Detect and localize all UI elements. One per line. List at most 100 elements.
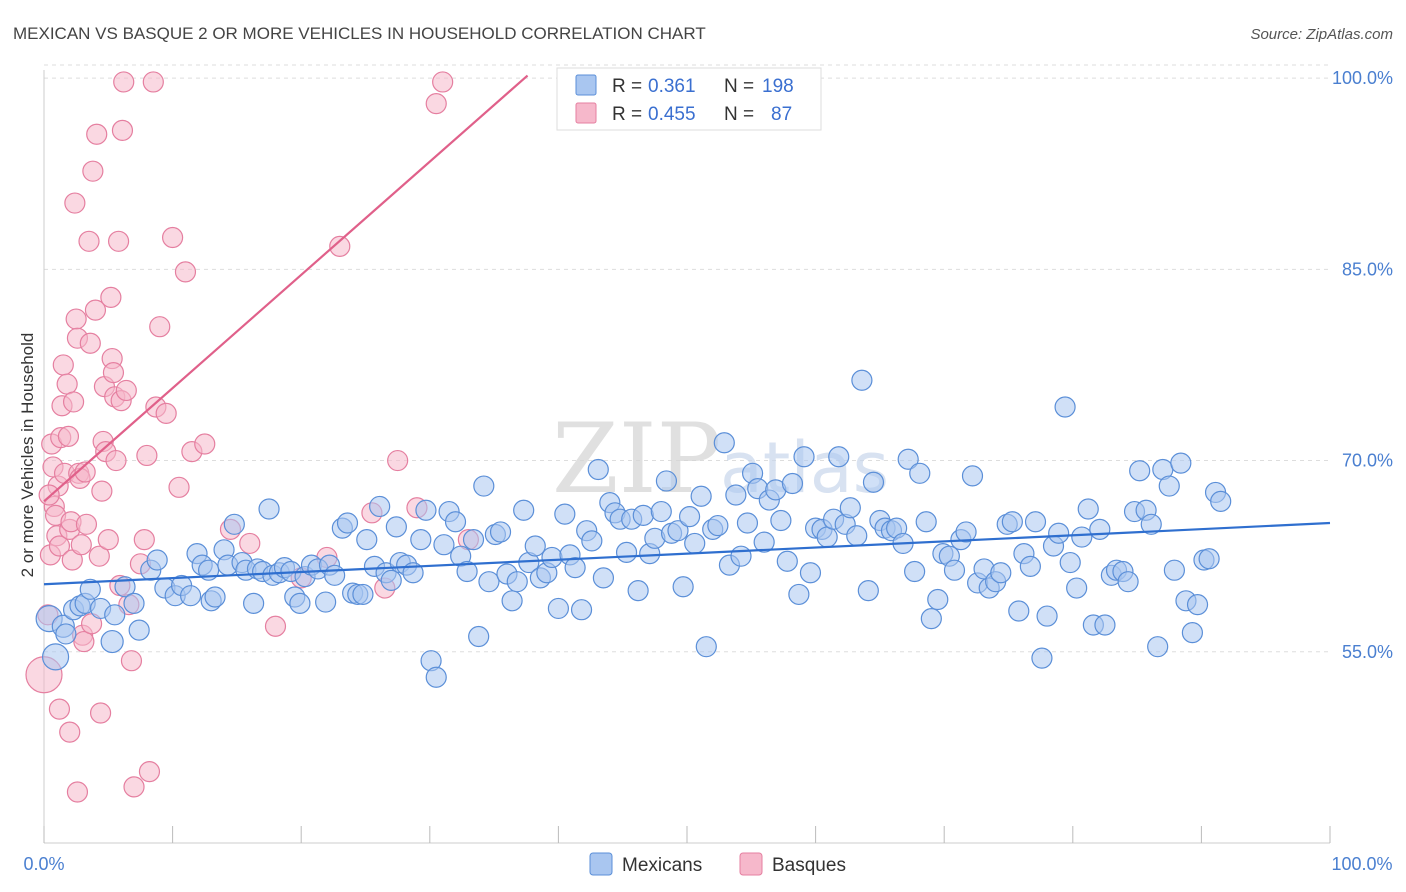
mexicans-point-156 — [961, 465, 984, 487]
mexicans-point-90 — [581, 530, 603, 552]
y-tick-label-3: 100.0% — [1332, 68, 1393, 88]
series-legend-basques-label: Basques — [772, 855, 846, 876]
basques-point-64 — [155, 402, 177, 424]
basques-point-29 — [75, 513, 98, 535]
legend-basques-swatch — [575, 102, 597, 124]
mexicans-point-33 — [258, 498, 280, 520]
legend-basques-n-value: 87 — [771, 104, 792, 125]
mexicans-point-131 — [816, 526, 838, 548]
basques-point-56 — [123, 776, 145, 798]
y-tick-label-0: 55.0% — [1342, 642, 1393, 662]
mexicans-point-102 — [650, 500, 672, 523]
mexicans-point-128 — [799, 562, 822, 584]
series-legend-mexicans-swatch — [589, 852, 613, 876]
mexicans-point-77 — [506, 571, 528, 593]
legend-mexicans-n-value: 198 — [762, 76, 794, 97]
basques-point-15 — [57, 425, 80, 447]
mexicans-point-47 — [336, 512, 359, 534]
basques-points — [25, 71, 479, 803]
mexicans-point-199 — [1210, 490, 1232, 512]
mexicans-point-92 — [592, 567, 615, 589]
basques-point-85 — [66, 781, 89, 803]
x-tick-label-max: 100.0% — [1331, 854, 1392, 874]
mexicans-point-15 — [146, 549, 168, 571]
mexicans-point-70 — [468, 625, 490, 648]
legend-mexicans-r-label: R = — [612, 76, 642, 97]
basques-point-69 — [194, 433, 216, 455]
legend-basques-n-label: N = — [724, 104, 754, 125]
mexicans-point-145 — [897, 448, 919, 470]
series-legend-mexicans-label: Mexicans — [622, 855, 702, 876]
basques-point-80 — [425, 93, 447, 115]
mexicans-point-51 — [356, 528, 378, 551]
basques-point-21 — [65, 308, 87, 330]
mexicans-point-176 — [1077, 498, 1099, 520]
y-tick-labels: 55.0% 70.0% 85.0% 100.0% — [1332, 68, 1393, 662]
mexicans-point-13 — [128, 619, 150, 641]
series-legend-basques-swatch — [739, 852, 763, 876]
basques-point-65 — [162, 226, 184, 249]
mexicans-point-7 — [79, 578, 101, 600]
mexicans-point-192 — [1170, 452, 1192, 474]
mexicans-point-172 — [1054, 396, 1076, 418]
mexicans-point-178 — [1089, 518, 1111, 541]
basques-point-84 — [59, 721, 81, 743]
mexicans-point-88 — [570, 599, 593, 621]
basques-point-61 — [142, 71, 164, 93]
mexicans-point-56 — [385, 516, 407, 538]
mexicans-point-187 — [1140, 513, 1162, 535]
mexicans-point-167 — [1024, 511, 1047, 533]
basques-point-28 — [74, 461, 96, 483]
mexicans-point-80 — [524, 535, 546, 557]
mexicans-point-43 — [315, 591, 337, 613]
mexicans-point-12 — [123, 592, 145, 614]
basques-point-59 — [136, 444, 158, 467]
basques-point-83 — [48, 698, 71, 720]
mexicans-point-3 — [55, 623, 77, 645]
mexicans-point-169 — [1036, 605, 1058, 627]
basques-point-78 — [387, 449, 409, 472]
y-tick-label-1: 70.0% — [1342, 451, 1393, 471]
mexicans-point-11 — [114, 576, 136, 598]
mexicans-point-155 — [955, 521, 977, 543]
mexicans-point-188 — [1147, 636, 1169, 658]
basques-point-43 — [100, 286, 122, 308]
mexicans-point-123 — [770, 509, 792, 532]
legend-basques-r-label: R = — [612, 104, 642, 125]
mexicans-point-53 — [369, 495, 391, 518]
mexicans-point-87 — [564, 557, 586, 579]
mexicans-point-50 — [352, 583, 374, 606]
mexicans-point-72 — [478, 571, 500, 593]
legend-mexicans-n-label: N = — [724, 76, 754, 97]
mexicans-point-66 — [444, 511, 467, 533]
mexicans-point-116 — [730, 545, 752, 567]
basques-point-12 — [52, 354, 74, 376]
mexicans-point-153 — [943, 559, 966, 581]
mexicans-point-69 — [462, 528, 485, 551]
mexicans-point-195 — [1186, 594, 1209, 616]
basques-point-48 — [107, 230, 130, 252]
basques-point-45 — [102, 362, 125, 384]
mexicans-point-138 — [857, 579, 879, 602]
mexicans-point-139 — [862, 471, 885, 493]
basques-point-51 — [111, 119, 134, 141]
basques-point-86 — [38, 484, 60, 506]
x-tick-marks — [43, 826, 1331, 843]
mexicans-point-194 — [1181, 622, 1203, 644]
basques-point-14 — [56, 373, 78, 395]
basques-point-66 — [168, 476, 190, 498]
mexicans-point-126 — [788, 583, 810, 606]
basques-point-20 — [64, 192, 86, 214]
mexicans-point-125 — [781, 472, 804, 495]
mexicans-point-39 — [289, 592, 311, 614]
legend-mexicans-swatch — [575, 74, 597, 96]
basques-point-27 — [73, 630, 95, 653]
mexicans-point-64 — [433, 534, 455, 556]
basques-point-47 — [105, 449, 127, 472]
mexicans-point-85 — [554, 503, 576, 525]
mexicans-point-171 — [1048, 522, 1070, 544]
mexicans-trend-line — [43, 521, 1331, 586]
mexicans-point-135 — [839, 497, 861, 519]
mexicans-point-164 — [1008, 600, 1030, 622]
mexicans-point-163 — [1001, 511, 1023, 533]
